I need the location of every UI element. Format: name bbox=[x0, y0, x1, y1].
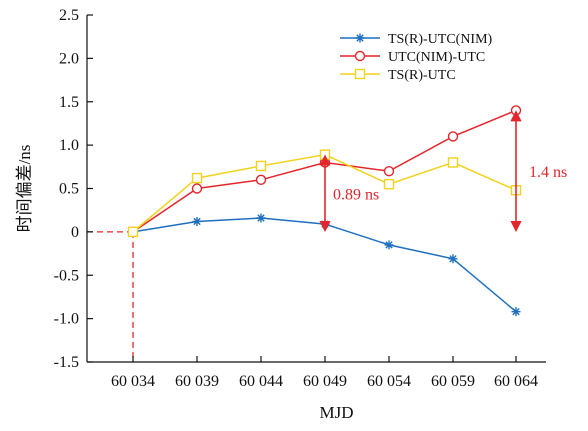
x-axis-title: MJD bbox=[319, 403, 353, 422]
y-tick-label: 2.5 bbox=[59, 7, 79, 24]
x-tick-label: 60 044 bbox=[239, 373, 283, 390]
data-point bbox=[383, 165, 395, 177]
y-tick-label: -0.5 bbox=[54, 267, 79, 284]
y-tick-label: 1.0 bbox=[59, 137, 79, 154]
x-tick-label: 60 064 bbox=[494, 373, 538, 390]
series-line bbox=[132, 217, 517, 313]
y-tick-label: 2.0 bbox=[59, 50, 79, 67]
legend-marker bbox=[355, 33, 365, 43]
legend-label: UTC(NIM)-UTC bbox=[388, 50, 485, 65]
data-point bbox=[447, 131, 459, 142]
data-point bbox=[191, 183, 203, 194]
legend-label: TS(R)-UTC(NIM) bbox=[388, 32, 493, 47]
annotation-label: 0.89 ns bbox=[333, 186, 379, 203]
legend-entry: TS(R)-UTC(NIM) bbox=[340, 32, 493, 47]
data-point bbox=[255, 160, 267, 172]
x-tick-label: 60 034 bbox=[111, 373, 155, 390]
y-tick-label: -1.5 bbox=[54, 354, 79, 371]
y-tick-label: -1.0 bbox=[54, 311, 79, 328]
y-tick-label: 0 bbox=[71, 224, 79, 241]
data-point bbox=[191, 172, 203, 184]
x-tick-label: 60 039 bbox=[175, 373, 219, 390]
y-tick-label: 0.5 bbox=[59, 181, 79, 198]
data-point bbox=[256, 213, 266, 223]
legend-label: TS(R)-UTC bbox=[388, 68, 456, 83]
x-tick-label: 60 049 bbox=[303, 373, 347, 390]
x-tick-label: 60 054 bbox=[367, 373, 411, 390]
legend-entry: UTC(NIM)-UTC bbox=[340, 50, 485, 65]
y-tick-label: 1.5 bbox=[59, 94, 79, 111]
data-point bbox=[448, 254, 458, 264]
data-point bbox=[127, 226, 139, 238]
data-point bbox=[447, 157, 459, 168]
data-point bbox=[384, 240, 394, 250]
legend-entry: TS(R)-UTC bbox=[340, 68, 456, 83]
x-tick-label: 60 059 bbox=[431, 373, 475, 390]
legend-marker bbox=[354, 50, 366, 62]
annotation-label: 1.4 ns bbox=[529, 164, 567, 181]
legend-marker bbox=[354, 68, 366, 80]
data-point bbox=[192, 216, 202, 226]
data-point bbox=[511, 307, 521, 317]
data-point bbox=[383, 178, 395, 190]
y-axis-title: 时间偏差/ns bbox=[15, 145, 34, 233]
data-point bbox=[255, 174, 267, 186]
